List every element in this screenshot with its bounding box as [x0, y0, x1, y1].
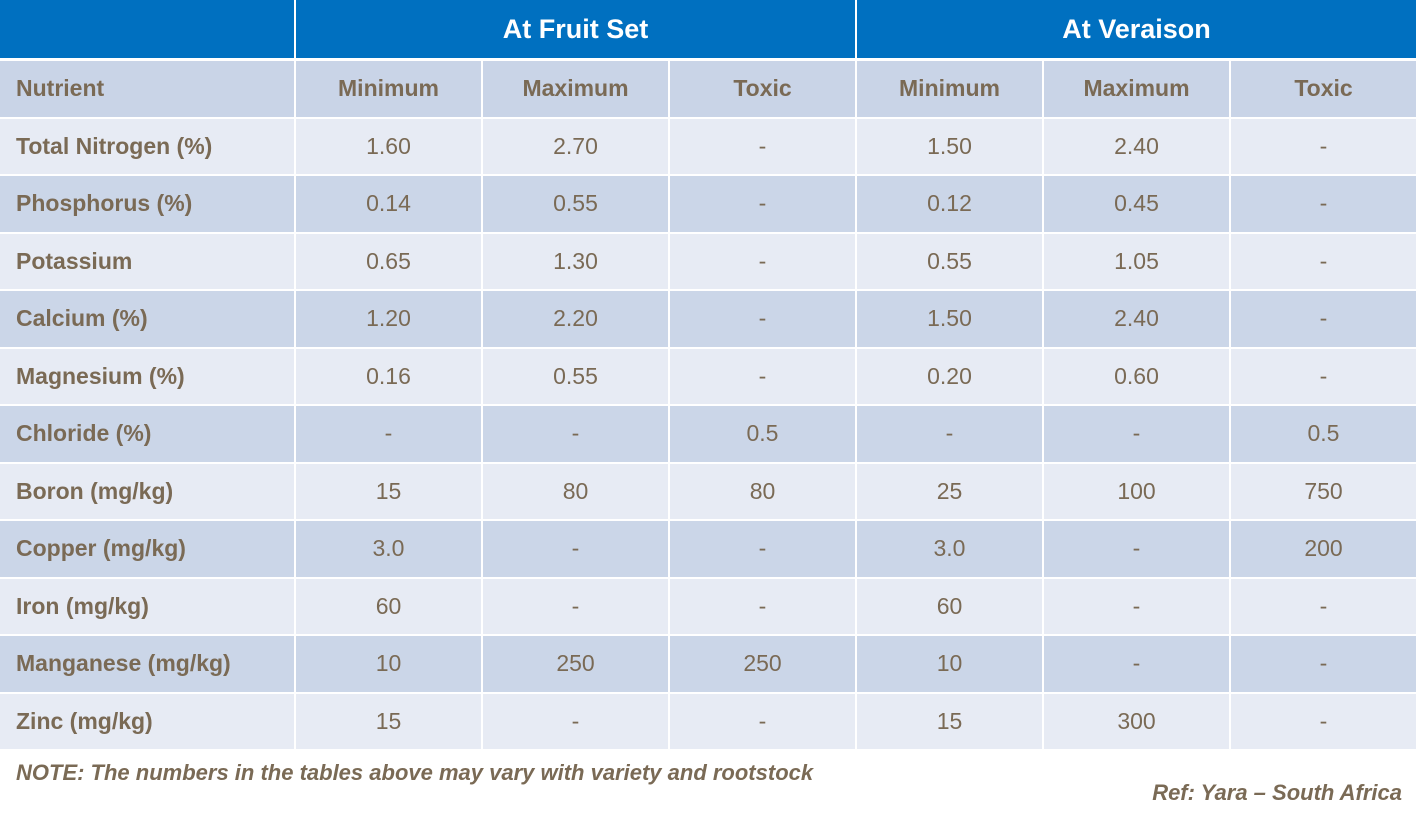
cell-value: -	[1231, 348, 1416, 404]
cell-value: 15	[296, 693, 481, 749]
cell-value: 80	[670, 463, 855, 519]
cell-value: 3.0	[857, 521, 1042, 577]
group-header: At Veraison	[857, 0, 1416, 58]
cell-value: 0.20	[857, 348, 1042, 404]
cell-value: 15	[296, 463, 481, 519]
cell-value: 2.20	[483, 291, 668, 347]
cell-value: 1.20	[296, 291, 481, 347]
cell-value: -	[483, 693, 668, 749]
cell-value: -	[1231, 291, 1416, 347]
cell-value: 1.30	[483, 233, 668, 289]
cell-value: 25	[857, 463, 1042, 519]
cell-value: 0.55	[483, 348, 668, 404]
cell-value: 250	[670, 636, 855, 692]
cell-value: 0.55	[857, 233, 1042, 289]
cell-value: -	[1231, 233, 1416, 289]
row-label: Boron (mg/kg)	[0, 463, 294, 519]
cell-value: -	[1231, 578, 1416, 634]
cell-value: -	[670, 233, 855, 289]
cell-value: 2.40	[1044, 291, 1229, 347]
row-label: Copper (mg/kg)	[0, 521, 294, 577]
cell-value: 250	[483, 636, 668, 692]
row-label: Iron (mg/kg)	[0, 578, 294, 634]
cell-value: -	[857, 406, 1042, 462]
cell-value: -	[296, 406, 481, 462]
cell-value: -	[483, 521, 668, 577]
cell-value: -	[483, 406, 668, 462]
cell-value: -	[1231, 693, 1416, 749]
cell-value: 10	[296, 636, 481, 692]
cell-value: -	[483, 578, 668, 634]
cell-value: 0.12	[857, 176, 1042, 232]
cell-value: 0.65	[296, 233, 481, 289]
cell-value: 1.60	[296, 118, 481, 174]
row-label: Zinc (mg/kg)	[0, 693, 294, 749]
column-header: Nutrient	[0, 61, 294, 117]
cell-value: -	[1044, 406, 1229, 462]
cell-value: 0.60	[1044, 348, 1229, 404]
column-header: Toxic	[670, 61, 855, 117]
cell-value: -	[1044, 578, 1229, 634]
cell-value: 80	[483, 463, 668, 519]
cell-value: -	[670, 521, 855, 577]
cell-value: 0.5	[670, 406, 855, 462]
note: NOTE: The numbers in the tables above ma…	[16, 760, 814, 785]
cell-value: 2.70	[483, 118, 668, 174]
cell-value: 200	[1231, 521, 1416, 577]
cell-value: 10	[857, 636, 1042, 692]
cell-value: 0.45	[1044, 176, 1229, 232]
cell-value: -	[670, 118, 855, 174]
cell-value: 1.05	[1044, 233, 1229, 289]
cell-value: -	[1231, 636, 1416, 692]
cell-value: 1.50	[857, 118, 1042, 174]
cell-value: 3.0	[296, 521, 481, 577]
row-label: Magnesium (%)	[0, 348, 294, 404]
column-header: Maximum	[483, 61, 668, 117]
cell-value: -	[670, 291, 855, 347]
row-label: Calcium (%)	[0, 291, 294, 347]
cell-value: -	[670, 348, 855, 404]
reference: Ref: Yara – South Africa	[1152, 780, 1402, 805]
column-header: Toxic	[1231, 61, 1416, 117]
cell-value: 300	[1044, 693, 1229, 749]
cell-value: -	[670, 578, 855, 634]
cell-value: 1.50	[857, 291, 1042, 347]
cell-value: 60	[857, 578, 1042, 634]
cell-value: 0.55	[483, 176, 668, 232]
cell-value: 750	[1231, 463, 1416, 519]
cell-value: 0.16	[296, 348, 481, 404]
column-header: Maximum	[1044, 61, 1229, 117]
row-label: Manganese (mg/kg)	[0, 636, 294, 692]
row-label: Potassium	[0, 233, 294, 289]
cell-value: -	[1231, 118, 1416, 174]
cell-value: 60	[296, 578, 481, 634]
cell-value: 2.40	[1044, 118, 1229, 174]
group-header: At Fruit Set	[296, 0, 855, 58]
row-label: Chloride (%)	[0, 406, 294, 462]
header-blank	[0, 0, 294, 58]
row-label: Total Nitrogen (%)	[0, 118, 294, 174]
cell-value: 0.5	[1231, 406, 1416, 462]
cell-value: -	[1044, 636, 1229, 692]
cell-value: -	[670, 693, 855, 749]
cell-value: -	[1044, 521, 1229, 577]
cell-value: 15	[857, 693, 1042, 749]
cell-value: -	[1231, 176, 1416, 232]
cell-value: -	[670, 176, 855, 232]
row-label: Phosphorus (%)	[0, 176, 294, 232]
cell-value: 0.14	[296, 176, 481, 232]
cell-value: 100	[1044, 463, 1229, 519]
column-header: Minimum	[857, 61, 1042, 117]
column-header: Minimum	[296, 61, 481, 117]
